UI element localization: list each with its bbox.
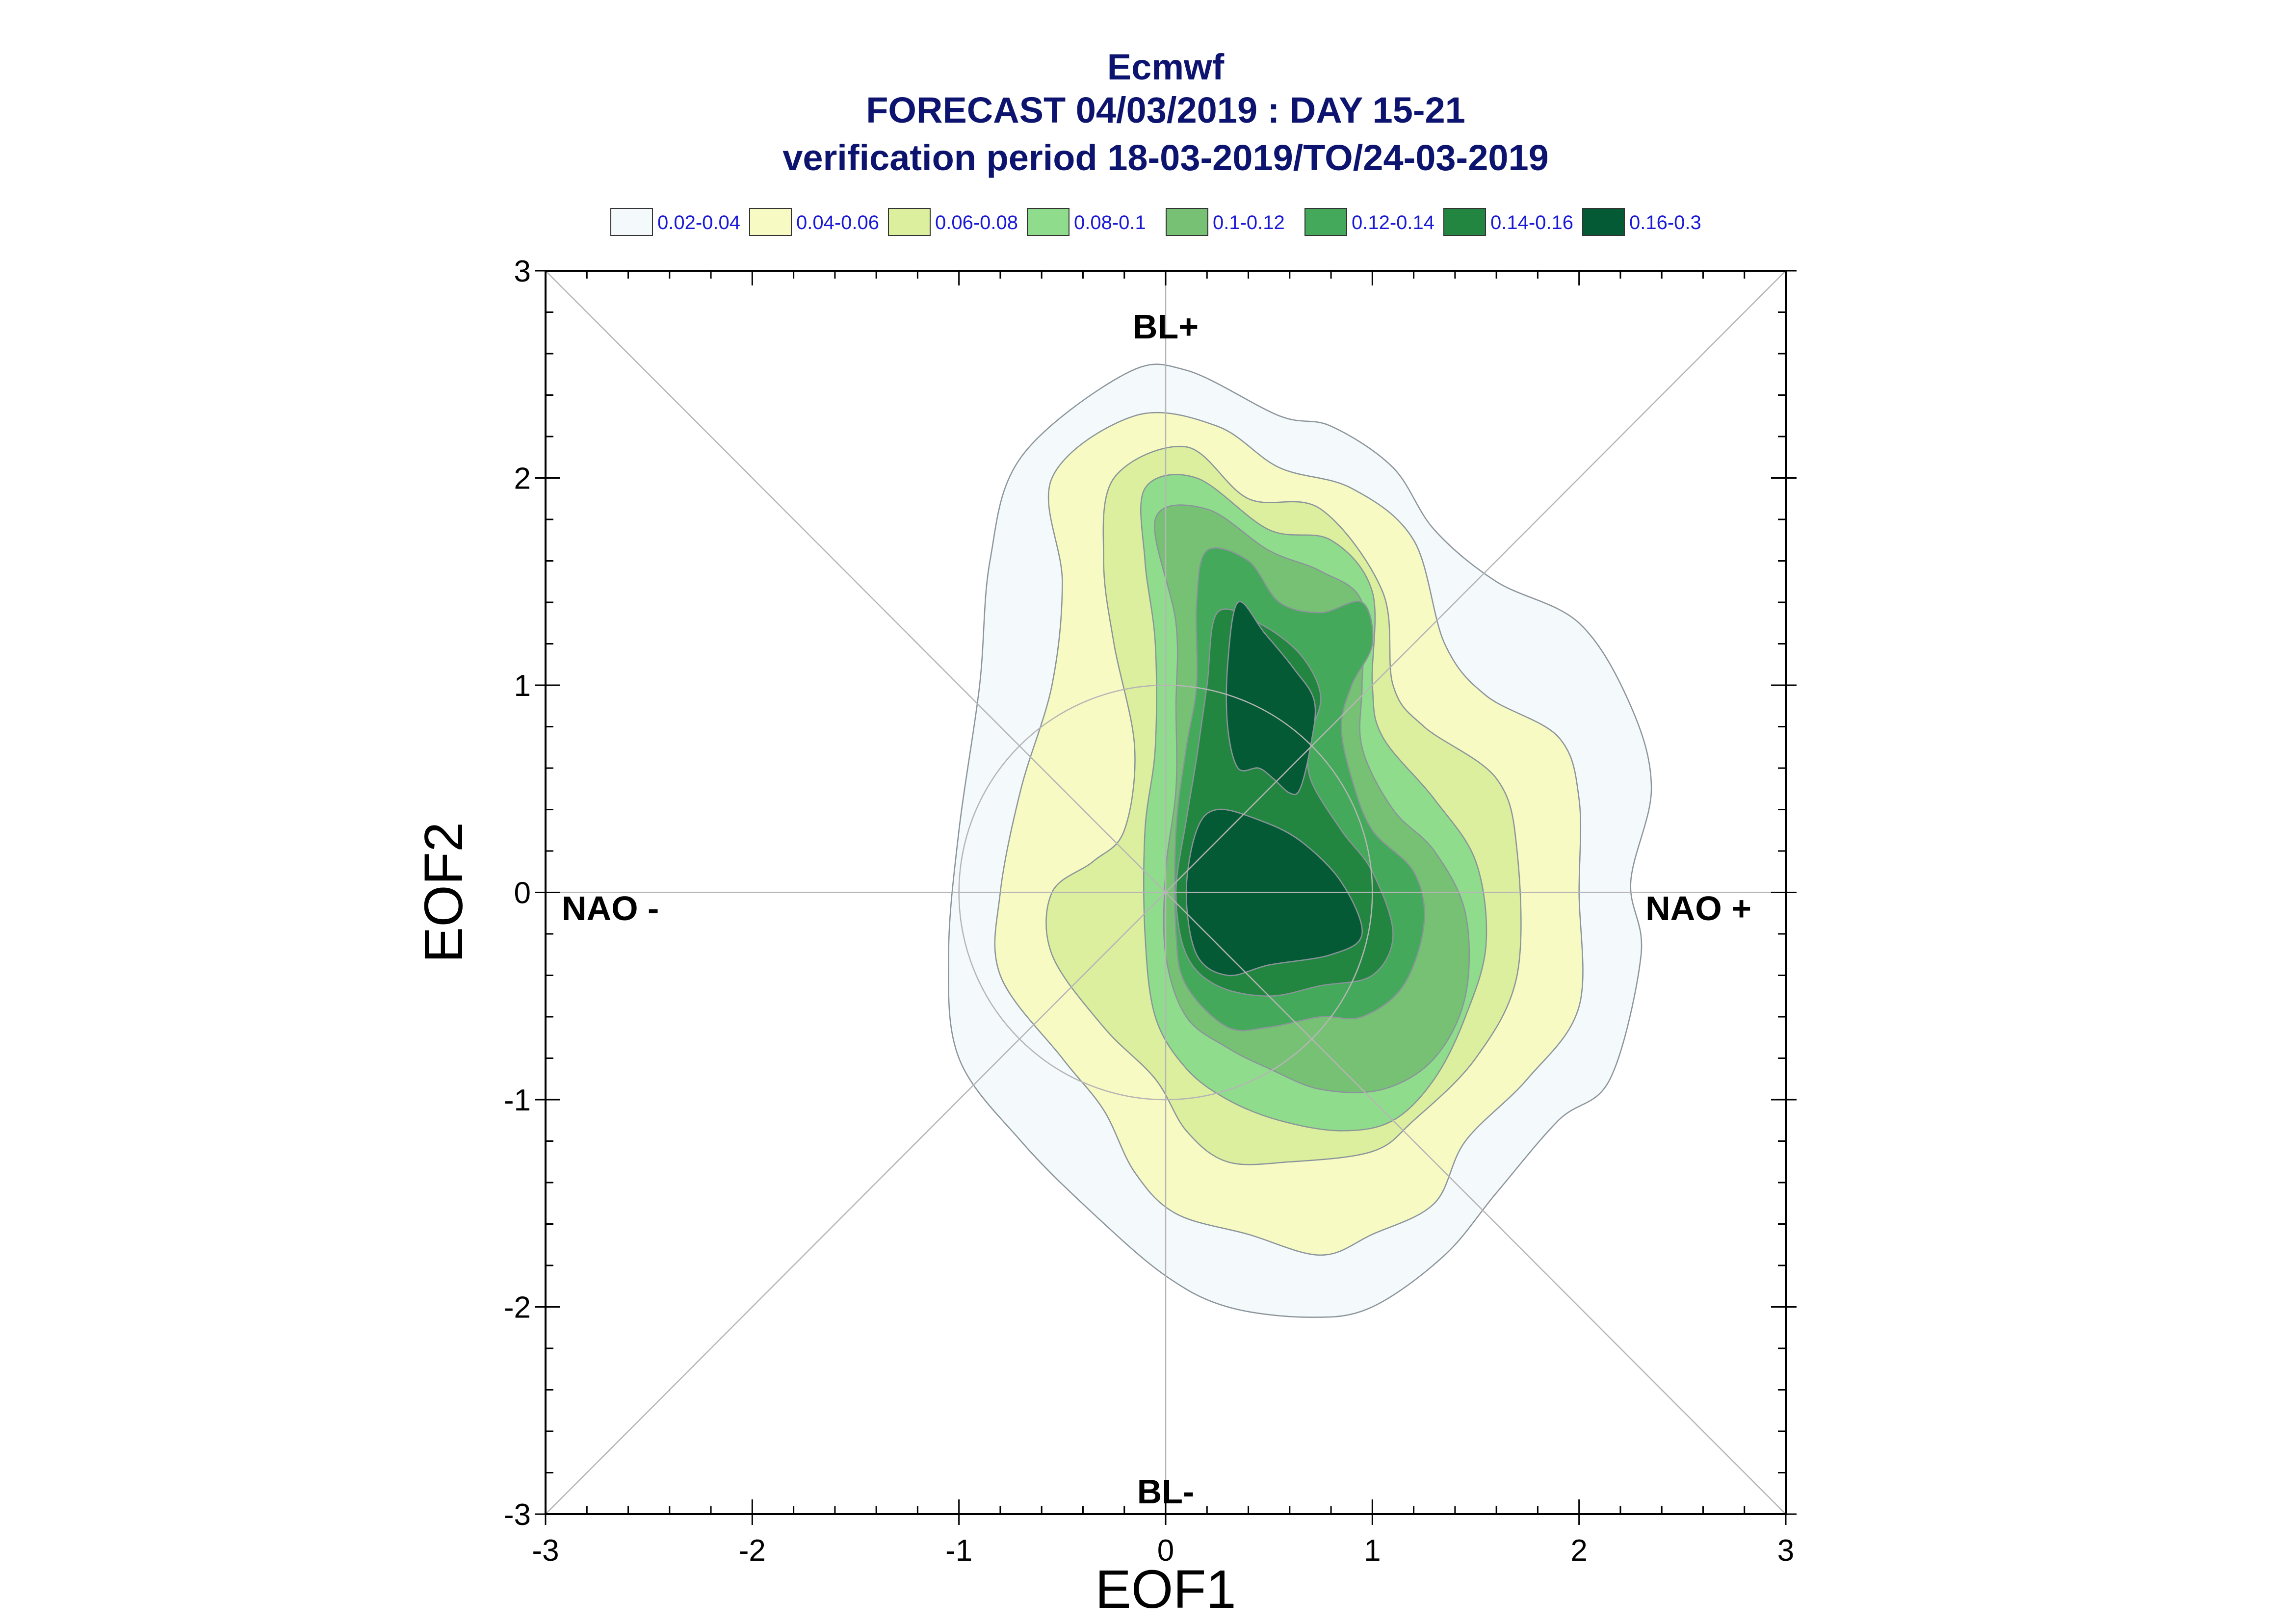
x-tick-label-4: 1 — [1364, 1534, 1381, 1568]
legend-label-7: 0.16-0.3 — [1629, 212, 1701, 233]
diagonal-line-2 — [545, 270, 1786, 1515]
legend-label-5: 0.12-0.14 — [1352, 212, 1434, 233]
legend-swatch-4 — [1166, 208, 1208, 236]
y-tick-label-3: 0 — [514, 876, 531, 910]
contour-7 — [1226, 601, 1316, 795]
y-tick-label-1: -2 — [504, 1291, 531, 1325]
x-axis-title: EOF1 — [1095, 1559, 1236, 1620]
regime-label-top: BL+ — [1133, 308, 1199, 346]
chart-title-line-1: Ecmwf — [1107, 47, 1225, 87]
legend-label-3: 0.08-0.1 — [1074, 212, 1146, 233]
regime-labels: BL+ BL- NAO - NAO + — [562, 308, 1751, 1511]
axis-ticks — [535, 270, 1797, 1525]
x-tick-label-5: 2 — [1570, 1534, 1587, 1568]
regime-label-right: NAO + — [1645, 889, 1751, 928]
legend-swatch-7 — [1582, 208, 1625, 236]
x-tick-label-0: -3 — [532, 1534, 559, 1568]
legend: 0.02-0.04 0.04-0.06 0.06-0.08 0.08-0.1 0.1-0… — [610, 208, 1701, 236]
legend-swatch-0 — [610, 208, 653, 236]
x-tick-label-6: 3 — [1777, 1534, 1794, 1568]
x-tick-label-2: -1 — [945, 1534, 972, 1568]
regime-label-left: NAO - — [562, 889, 659, 928]
y-axis-title: EOF2 — [414, 822, 474, 963]
density-contours — [948, 363, 1652, 1318]
reference-circle — [958, 684, 1373, 1101]
legend-label-0: 0.02-0.04 — [657, 212, 740, 233]
legend-swatch-2 — [888, 208, 931, 236]
y-tick-label-4: 1 — [514, 669, 531, 703]
legend-label-6: 0.14-0.16 — [1490, 212, 1573, 233]
legend-label-1: 0.04-0.06 — [796, 212, 879, 233]
chart-title-line-3: verification period 18-03-2019/TO/24-03-… — [782, 137, 1549, 178]
y-tick-label-0: -3 — [504, 1498, 531, 1532]
x-tick-label-3: 0 — [1157, 1534, 1174, 1568]
guide-lines — [545, 270, 1786, 1515]
y-tick-label-5: 2 — [514, 462, 531, 496]
axis-labels: -3 -2 -1 0 1 2 3 -3 -2 -1 0 1 2 3 EOF1 EOF2 — [414, 255, 1794, 1620]
legend-label-4: 0.1-0.12 — [1213, 212, 1285, 233]
legend-label-2: 0.06-0.08 — [935, 212, 1018, 233]
legend-swatch-5 — [1304, 208, 1347, 236]
chart-title-line-2: FORECAST 04/03/2019 : DAY 15-21 — [866, 90, 1465, 130]
regime-label-bottom: BL- — [1137, 1472, 1195, 1511]
x-tick-label-1: -2 — [739, 1534, 766, 1568]
legend-swatch-1 — [749, 208, 792, 236]
y-tick-label-2: -1 — [504, 1083, 531, 1117]
y-tick-label-6: 3 — [514, 255, 531, 288]
legend-swatch-6 — [1443, 208, 1486, 236]
legend-swatch-3 — [1027, 208, 1069, 236]
